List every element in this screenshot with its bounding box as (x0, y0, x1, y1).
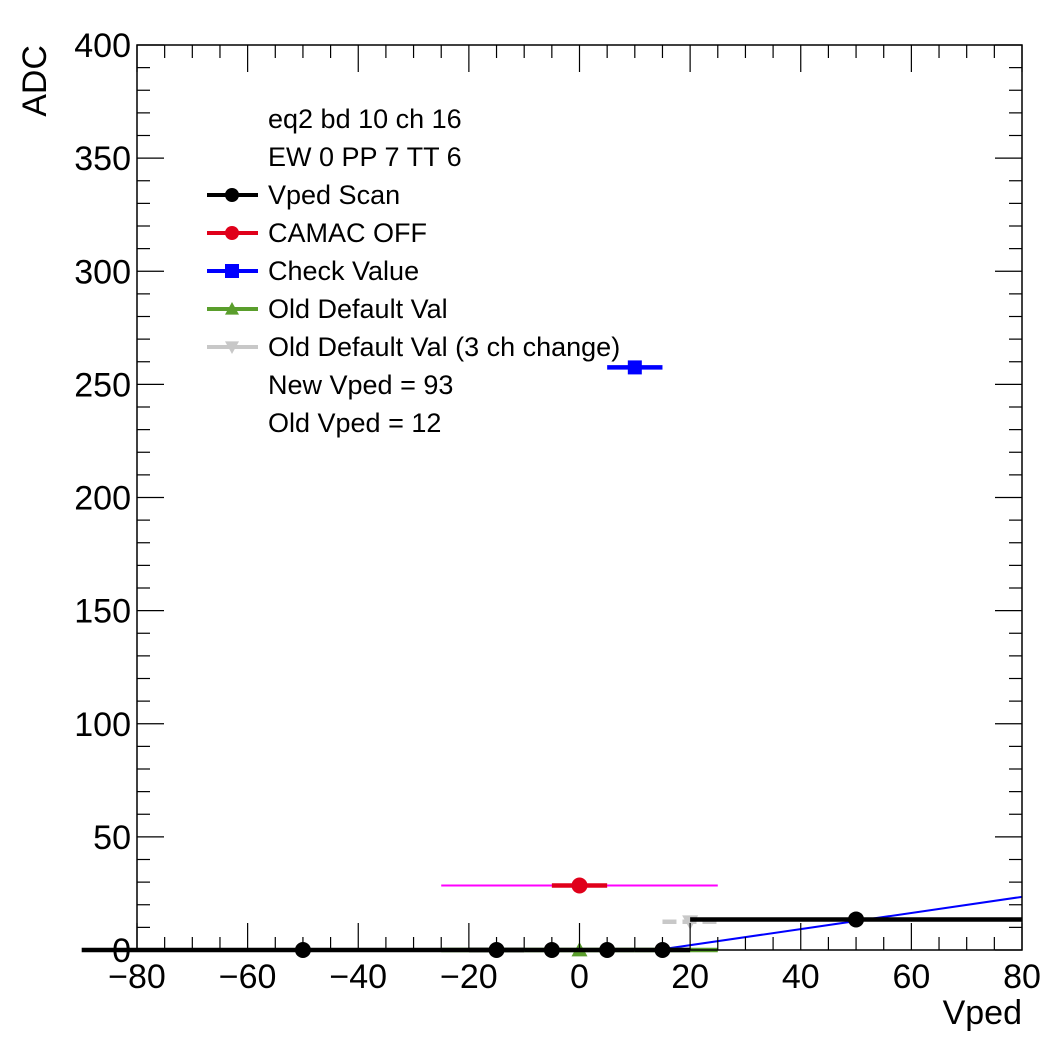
legend-header-text: EW 0 PP 7 TT 6 (268, 142, 462, 172)
tick-labels: −80 −60 −40 −20 0 20 40 60 80 0 50 100 150 200 250 300 3… (74, 27, 1041, 996)
series-check-value (607, 360, 663, 375)
legend: eq2 bd 10 ch 16 EW 0 PP 7 TT 6 Vped Scan CA… (207, 104, 620, 438)
y-tick-label: 350 (74, 140, 131, 178)
data-point (848, 911, 865, 928)
legend-marker (225, 188, 239, 202)
data-point (627, 360, 642, 375)
legend-footer-text: Old Vped = 12 (268, 408, 441, 438)
y-tick-label: 0 (112, 932, 131, 970)
legend-entry-label: CAMAC OFF (268, 218, 427, 248)
legend-entry-label: Old Default Val (268, 294, 448, 324)
legend-marker (225, 226, 239, 240)
x-tick-label: 20 (671, 958, 709, 996)
x-tick-label: −40 (329, 958, 387, 996)
legend-footer-text: New Vped = 93 (268, 370, 453, 400)
legend-marker (225, 302, 239, 315)
y-tick-label: 250 (74, 366, 131, 404)
y-axis-title: ADC (16, 45, 54, 117)
legend-marker (225, 341, 239, 354)
legend-marker (225, 264, 239, 278)
y-tick-label: 300 (74, 253, 131, 291)
x-tick-label: 60 (892, 958, 930, 996)
y-tick-label: 100 (74, 706, 131, 744)
series-camac-off (551, 877, 608, 894)
y-tick-label: 200 (74, 480, 131, 518)
x-tick-label: −60 (219, 958, 277, 996)
y-tick-label: 150 (74, 593, 131, 631)
x-axis-title: Vped (943, 994, 1022, 1032)
x-tick-label: −80 (108, 958, 166, 996)
legend-entry-label: Vped Scan (268, 180, 400, 210)
legend-header-text: eq2 bd 10 ch 16 (268, 104, 462, 134)
x-tick-label: −20 (440, 958, 498, 996)
x-tick-label: 40 (782, 958, 820, 996)
x-tick-label: 80 (1003, 958, 1041, 996)
x-tick-label: 0 (570, 958, 589, 996)
y-tick-label: 50 (93, 819, 131, 857)
legend-entry-label: Check Value (268, 256, 419, 286)
data-point (571, 877, 588, 894)
y-tick-label: 400 (74, 27, 131, 65)
axis-ticks (136, 44, 1023, 951)
legend-entry-label: Old Default Val (3 ch change) (268, 332, 620, 362)
